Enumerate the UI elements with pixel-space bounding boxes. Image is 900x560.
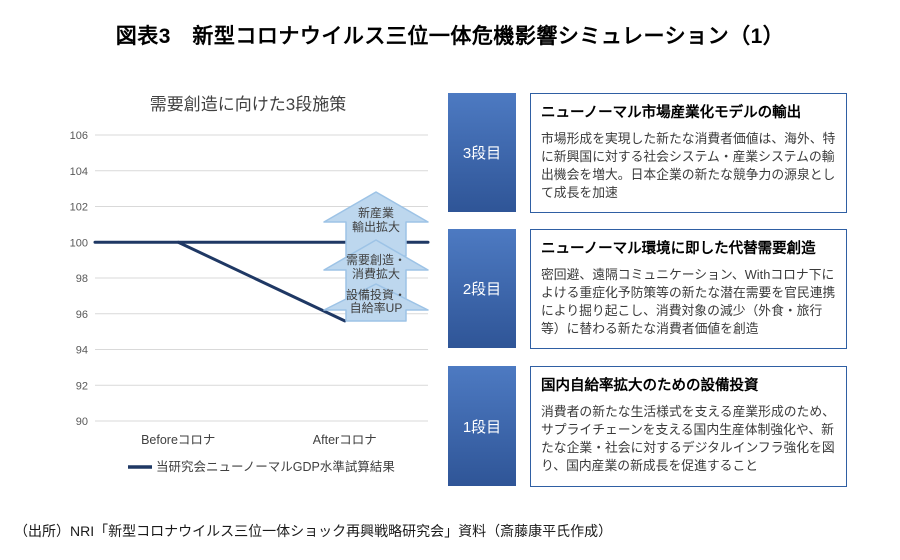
arrow-label: 新産業 — [358, 205, 394, 220]
arrow-label: 需要創造・ — [346, 253, 406, 267]
y-tick-label: 90 — [76, 416, 88, 428]
arrow-label: 自給率UP — [350, 300, 403, 315]
up-arrow-icon — [323, 283, 429, 322]
y-tick-label: 92 — [76, 380, 88, 392]
stage-1-description-box: 国内自給率拡大のための設備投資 消費者の新たな生活様式を支える産業形成のため、サ… — [530, 366, 847, 487]
arrow-label: 設備投資・ — [346, 287, 406, 302]
x-category-label: Afterコロナ — [313, 433, 377, 447]
stage-2-description-box: ニューノーマル環境に即した代替需要創造 密回避、遠隔コミュニケーション、With… — [530, 229, 847, 349]
series-line — [176, 240, 347, 323]
stage-1-body: 消費者の新たな生活様式を支える産業形成のため、サプライチェーンを支える国内生産体… — [541, 404, 835, 473]
stage-badge-2: 2段目 — [448, 229, 516, 348]
legend-label: 当研究会ニューノーマルGDP水準試算結果 — [156, 459, 395, 474]
arrow-step1-capex-self-sufficiency: 設備投資・ 自給率UP — [323, 283, 429, 322]
stage-3-heading: ニューノーマル市場産業化モデルの輸出 — [541, 105, 802, 121]
y-tick-label: 98 — [76, 273, 88, 285]
stage-1-heading: 国内自給率拡大のための設備投資 — [541, 378, 759, 394]
gdp-line-chart: 需要創造に向けた3段施策 106 104 102 100 98 96 94 92 90 Before… — [70, 95, 430, 474]
stage-badge-1: 1段目 — [448, 366, 516, 486]
y-tick-label: 100 — [70, 237, 88, 249]
stage-2-body: 密回避、遠隔コミュニケーション、Withコロナ下によける重症化予防策等の新たな潜… — [541, 267, 836, 336]
y-tick-label: 106 — [70, 130, 88, 142]
stage-2-heading: ニューノーマル環境に即した代替需要創造 — [541, 241, 816, 257]
y-tick-label: 104 — [70, 166, 88, 178]
arrow-step3-new-industry-export: 新産業 輸出拡大 — [323, 191, 429, 257]
arrow-step2-demand-creation: 需要創造・ 消費拡大 — [323, 239, 429, 305]
arrow-label: 消費拡大 — [352, 266, 400, 281]
page-title: 図表3 新型コロナウイルス三位一体危機影響シミュレーション（1） — [115, 25, 785, 48]
stage-3-description-box: ニューノーマル市場産業化モデルの輸出 市場形成を実現した新たな消費者価値は、海外… — [530, 93, 847, 213]
y-tick-label: 94 — [76, 345, 88, 357]
y-tick-label: 102 — [70, 202, 88, 214]
source-note: （出所）NRI「新型コロナウイルス三位一体ショック再興戦略研究会」資料（斎藤康平… — [14, 523, 613, 539]
three-step-arrows: 新産業 輸出拡大 需要創造・ 消費拡大 設備投資・ 自給率UP — [323, 191, 429, 322]
stage-badge-3: 3段目 — [448, 93, 516, 212]
y-tick-label: 96 — [76, 309, 88, 321]
arrow-label: 輸出拡大 — [352, 219, 400, 234]
chart-title: 需要創造に向けた3段施策 — [150, 95, 346, 114]
stage-3-body: 市場形成を実現した新たな消費者価値は、海外、特に新興国に対する社会システム・産業… — [541, 131, 836, 200]
x-category-label: Beforeコロナ — [141, 433, 215, 447]
